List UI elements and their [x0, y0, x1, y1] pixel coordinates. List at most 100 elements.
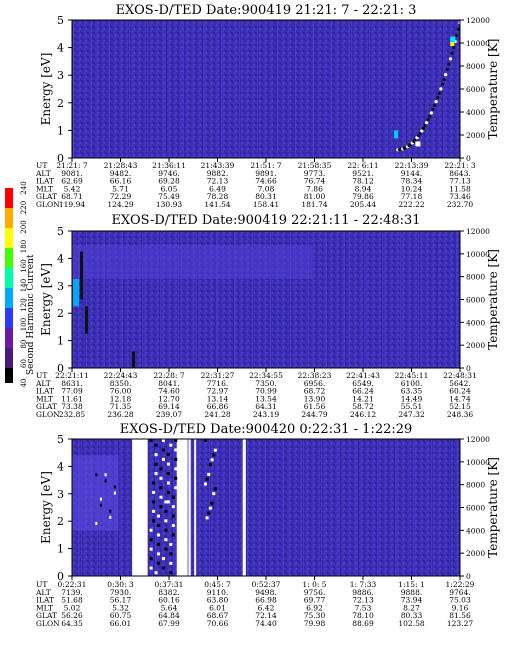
table-cell: 72.13	[207, 177, 229, 186]
temperature-axis-label: Temperature [K]	[486, 39, 500, 140]
table-cell: 12.18	[110, 394, 132, 403]
energy-tick-label: 1	[57, 543, 64, 556]
table-cell: 244.79	[301, 410, 327, 419]
table-cell: 241.28	[204, 410, 230, 419]
table-cell: 14.21	[352, 394, 373, 403]
table-cell: 22:13:39	[395, 161, 429, 170]
table-cell: 81.00	[304, 192, 326, 201]
table-row-label: ALT	[35, 169, 51, 178]
panel-3: EXOS-D/TED Date:900420 0:22:31 - 1:22:29…	[35, 422, 500, 628]
table-cell: 14.49	[401, 394, 423, 403]
table-cell: 21:21: 7	[56, 161, 88, 170]
table-cell: 75.03	[449, 596, 471, 605]
table-cell: 72.13	[352, 596, 374, 605]
table-cell: 1:15: 1	[398, 580, 425, 589]
table-cell: 6.92	[306, 603, 323, 612]
table-cell: 51.68	[61, 596, 83, 605]
table-cell: 8.94	[355, 184, 372, 193]
table-cell: 22:21:11	[55, 371, 89, 380]
table-cell: 80.31	[255, 192, 276, 201]
table-cell: 21:28:43	[104, 161, 138, 170]
table-cell: 247.32	[398, 410, 424, 419]
table-cell: 7930.	[110, 588, 131, 597]
table-cell: 9888.	[401, 588, 422, 597]
temperature-tick-label: 0	[466, 154, 471, 163]
table-cell: 0:30: 3	[107, 580, 134, 589]
energy-tick-label: 3	[57, 488, 64, 501]
table-cell: 5.64	[161, 603, 178, 612]
table-row-label: GLON	[36, 619, 60, 628]
table-cell: 79.98	[304, 619, 326, 628]
temperature-tick-label: 6000	[466, 504, 485, 513]
table-cell: 56.17	[110, 596, 132, 605]
energy-tick-label: 0	[57, 570, 64, 583]
table-cell: 74.66	[255, 177, 277, 186]
table-cell: 9498.	[255, 588, 276, 597]
table-row-label: GLAT	[36, 611, 57, 620]
table-cell: 6.49	[209, 184, 226, 193]
table-cell: 1: 7:33	[350, 580, 377, 589]
temperature-tick-label: 6000	[466, 85, 485, 94]
energy-tick-label: 1	[57, 335, 64, 348]
table-cell: 22:34:55	[249, 371, 283, 380]
table-cell: 22:38:23	[298, 371, 332, 380]
table-cell: 78.34	[401, 177, 423, 186]
colorbar-tick-label: 200	[20, 220, 28, 233]
table-row-label: ILAT	[36, 596, 54, 605]
table-cell: 78.10	[352, 611, 374, 620]
colorbar-tick-label: 80	[20, 340, 28, 349]
table-cell: 9756.	[304, 588, 325, 597]
energy-tick-label: 0	[57, 362, 64, 375]
colorbar: 40 60 80 100 120 140 160 180 200 220 240 Second Ha…	[5, 181, 36, 387]
table-cell: 0:52:37	[252, 580, 281, 589]
panel-title: EXOS-D/TED Date:900420 0:22:31 - 1:22:29	[120, 422, 413, 437]
energy-axis-label: Energy [eV]	[39, 53, 53, 126]
table-cell: 70.66	[207, 619, 229, 628]
table-cell: 55.51	[401, 402, 422, 411]
table-cell: 123.27	[447, 619, 473, 628]
table-cell: 9764.	[449, 588, 470, 597]
table-cell: 74.60	[158, 387, 180, 396]
table-cell: 8643.	[449, 169, 470, 178]
table-cell: 8631.	[61, 379, 82, 388]
table-cell: 9.16	[452, 603, 469, 612]
table-cell: 75.49	[158, 192, 180, 201]
table-cell: 9882.	[207, 169, 228, 178]
temperature-tick-label: 10000	[466, 458, 490, 467]
panel-1: EXOS-D/TED Date:900419 21:21: 7 - 22:21:…	[35, 3, 500, 209]
table-row-label: ILAT	[36, 177, 54, 186]
table-cell: 21:36:11	[152, 161, 186, 170]
table-cell: 64.35	[61, 619, 83, 628]
table-cell: 130.93	[156, 200, 182, 209]
table-cell: 66.98	[255, 596, 277, 605]
table-cell: 8.27	[403, 603, 420, 612]
table-row-label: GLON	[36, 200, 60, 209]
table-cell: 22:41:43	[346, 371, 380, 380]
table-cell: 64.84	[158, 611, 180, 620]
table-cell: 8041.	[158, 379, 179, 388]
heatmap-field	[72, 20, 460, 158]
table-cell: 13.54	[255, 394, 277, 403]
colorbar-tick-label: 180	[20, 240, 28, 253]
table-row-label: GLAT	[36, 192, 57, 201]
table-cell: 78.12	[352, 177, 374, 186]
table-cell: 22:48:31	[443, 371, 477, 380]
table-cell: 248.36	[447, 410, 473, 419]
table-cell: 181.74	[301, 200, 327, 209]
table-cell: 158.41	[253, 200, 279, 209]
table-cell: 60.24	[449, 387, 471, 396]
table-cell: 9110.	[207, 588, 228, 597]
table-cell: 0:45: 7	[204, 580, 231, 589]
table-row-label: MLT	[36, 603, 53, 612]
table-cell: 9144.	[401, 169, 422, 178]
heatmap-features	[72, 244, 313, 368]
table-row-label: UT	[36, 371, 47, 380]
table-cell: 205.44	[350, 200, 376, 209]
temperature-axis-label: Temperature [K]	[486, 249, 500, 350]
heatmap-features	[394, 21, 462, 152]
table-cell: 6.05	[161, 184, 178, 193]
temperature-tick-label: 4000	[466, 526, 485, 535]
energy-tick-label: 4	[57, 42, 64, 55]
table-cell: 0:22:31	[58, 580, 87, 589]
